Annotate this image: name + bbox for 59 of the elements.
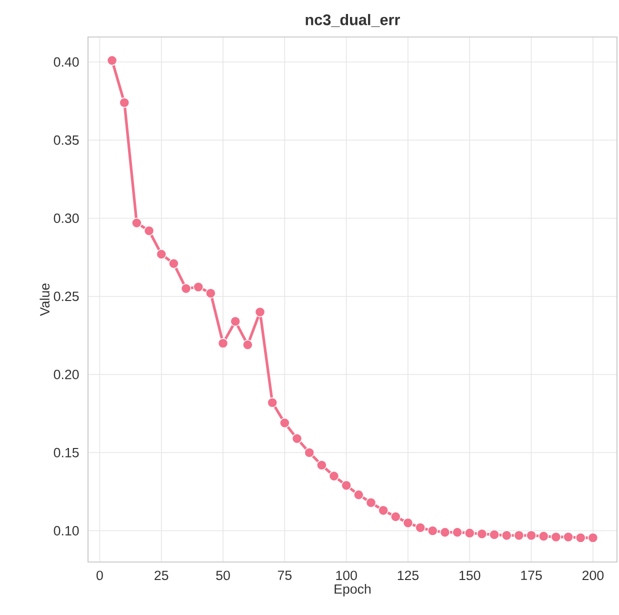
point (119, 97, 130, 108)
point (267, 397, 278, 408)
point (452, 527, 463, 538)
x-tick-label: 100 (336, 570, 357, 580)
y-tick-label: 0.35 (54, 135, 79, 145)
y-tick-label: 0.20 (54, 370, 79, 380)
chart-title: nc3_dual_err (306, 14, 400, 27)
x-tick-label: 175 (521, 570, 542, 580)
point (218, 338, 228, 348)
y-tick-label: 0.25 (54, 292, 79, 302)
point (304, 447, 315, 458)
point (341, 480, 352, 491)
x-tick-label: 50 (216, 570, 230, 580)
point (415, 522, 426, 533)
point (180, 283, 192, 294)
point (292, 433, 302, 444)
x-tick-label: 25 (154, 570, 168, 580)
point (366, 497, 376, 508)
y-tick-label: 0.10 (54, 526, 79, 536)
y-axis-title: Value (40, 284, 50, 316)
point (514, 530, 524, 541)
y-tick-label: 0.15 (54, 448, 79, 458)
point (440, 527, 450, 538)
y-tick-label: 0.40 (54, 57, 79, 67)
point (156, 248, 167, 260)
point (106, 55, 118, 66)
x-tick-label: 125 (398, 570, 419, 580)
point (205, 288, 216, 298)
point (242, 340, 253, 350)
point (254, 306, 266, 318)
point (588, 532, 598, 543)
point (538, 531, 549, 542)
x-tick-label: 75 (278, 570, 292, 580)
point (353, 490, 364, 500)
point (575, 532, 586, 543)
y-tick-label: 0.30 (54, 214, 79, 223)
point (132, 218, 142, 228)
point (526, 530, 536, 541)
point (230, 316, 241, 327)
point (279, 418, 290, 428)
point (476, 528, 488, 540)
point (390, 511, 401, 522)
x-tick-label: 200 (582, 570, 604, 580)
point (563, 532, 574, 542)
point (193, 282, 204, 292)
point (427, 526, 438, 536)
point (328, 470, 340, 482)
point (378, 505, 389, 516)
point (501, 530, 512, 541)
point (464, 528, 475, 538)
point (402, 518, 414, 528)
point (316, 460, 327, 470)
point (550, 532, 562, 542)
x-axis-title: Epoch (334, 584, 371, 596)
point (144, 226, 154, 236)
x-tick-label: 0 (96, 570, 103, 580)
x-tick-label: 150 (460, 570, 480, 580)
point (489, 529, 500, 540)
point (168, 258, 179, 269)
